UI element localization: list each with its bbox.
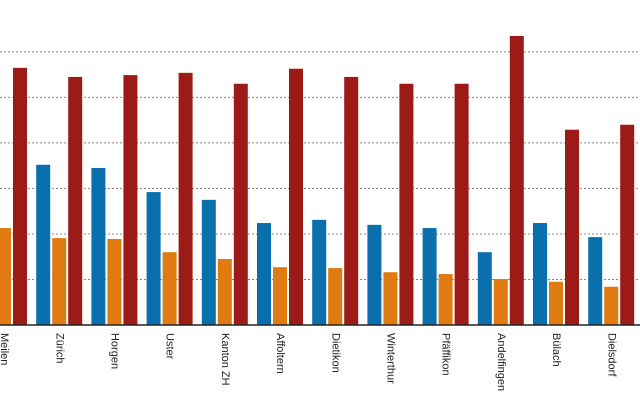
bar [454, 83, 469, 325]
bar [328, 268, 343, 325]
bar [217, 258, 232, 325]
bar [438, 274, 453, 325]
bar [493, 279, 508, 325]
bar [0, 228, 11, 325]
bar [565, 129, 579, 325]
bar [68, 76, 83, 325]
bar [178, 72, 193, 325]
x-tick-label: Uster [164, 333, 176, 360]
bar [588, 237, 603, 325]
bar [123, 75, 138, 325]
bar [233, 83, 248, 325]
bar [146, 192, 161, 325]
bar [422, 228, 437, 325]
bar [107, 238, 122, 325]
x-tick-label: Meilen [0, 333, 10, 365]
bar [604, 286, 619, 325]
bar [257, 223, 271, 325]
bar [399, 83, 414, 325]
bar [91, 167, 106, 325]
bar [367, 224, 382, 325]
x-tick-label: Dietikon [329, 333, 341, 373]
bar [162, 252, 177, 325]
bar [549, 281, 563, 325]
x-tick-label: Zürich [53, 333, 65, 364]
x-tick-label: Winterthur [384, 333, 396, 384]
x-tick-label: Affoltern [274, 333, 286, 374]
bar [533, 223, 547, 325]
x-tick-label: Dielsdorf [605, 333, 617, 377]
bar [620, 124, 635, 326]
x-tick-label: Kanton ZH [219, 333, 231, 386]
bar [36, 164, 51, 325]
bar [273, 267, 287, 325]
bar [509, 35, 524, 326]
x-tick-label: Bülach [550, 333, 562, 367]
bar [477, 252, 492, 325]
bar [312, 219, 327, 325]
bar [13, 67, 27, 325]
bar [289, 68, 303, 326]
x-tick-label: Andelfingen [495, 333, 507, 391]
x-tick-label: Horgen [108, 333, 120, 369]
x-tick-label: Pfäffikon [440, 333, 452, 376]
bar [344, 76, 359, 325]
bar [201, 199, 216, 325]
bar [383, 272, 398, 325]
bar [52, 238, 67, 325]
